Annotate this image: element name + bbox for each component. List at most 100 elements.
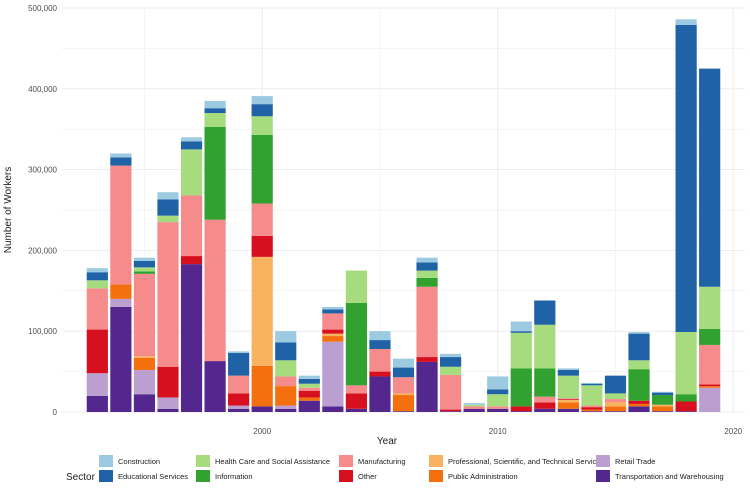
bar-segment: [487, 408, 509, 412]
y-tick-label: 300,000: [28, 166, 57, 175]
y-tick-label: 100,000: [28, 327, 57, 336]
bar-segment: [275, 331, 297, 343]
bar-segment: [416, 270, 438, 278]
bar-segment: [581, 405, 603, 408]
bar-segment: [298, 383, 320, 388]
bar-segment: [392, 411, 415, 412]
bar-segment: [180, 256, 203, 265]
bar-segment: [440, 366, 462, 375]
bar-segment: [133, 369, 156, 395]
bar-segment: [557, 398, 579, 400]
bar-segment: [275, 376, 297, 387]
bar-segment: [228, 393, 250, 406]
bar-segment: [534, 396, 556, 403]
bar-segment: [675, 332, 697, 395]
bar-segment: [228, 408, 250, 412]
legend-swatch: [99, 470, 113, 482]
bar-segment: [463, 403, 485, 405]
bar-segment: [369, 371, 391, 377]
bar-segment: [345, 302, 367, 386]
bar-segment: [322, 309, 344, 314]
legend-label: Public Administration: [448, 472, 518, 481]
bar-segment: [86, 272, 108, 281]
bar-segment: [133, 267, 156, 272]
bar-segment: [345, 270, 367, 303]
bar-segment: [675, 401, 697, 412]
bar-segment: [392, 393, 415, 396]
bar-segment: [157, 397, 179, 409]
bar-segment: [604, 375, 627, 394]
bar-segment: [651, 406, 674, 412]
bar-segment: [204, 100, 226, 109]
x-tick-label: 2010: [489, 427, 507, 436]
bar-segment: [322, 336, 344, 342]
bar-segment: [157, 366, 179, 398]
legend-label: Health Care and Social Assistance: [215, 457, 330, 466]
bar-segment: [557, 402, 579, 409]
bar-segment: [133, 356, 156, 358]
y-tick-label: 0: [53, 408, 58, 417]
bar-segment: [133, 394, 156, 412]
bar-segment: [534, 324, 556, 369]
bar-segment: [604, 402, 627, 407]
bar-segment: [604, 393, 627, 400]
legend: Sector Construction Educational Services H…: [66, 455, 724, 483]
legend-swatch: [596, 470, 610, 482]
bar-segment: [180, 137, 203, 142]
bar-segment: [133, 260, 156, 268]
bar-segment: [251, 116, 273, 135]
bar-segment: [251, 406, 273, 412]
bar-segment: [298, 397, 320, 401]
bar-segment: [534, 300, 556, 325]
bar-segment: [440, 357, 462, 367]
bar-segment: [534, 402, 556, 409]
bar-segment: [86, 280, 108, 289]
bar-segment: [110, 284, 132, 299]
bar-segment: [275, 408, 297, 412]
legend-swatch: [196, 455, 210, 467]
bar-segment: [675, 24, 697, 333]
bar-segment: [440, 409, 462, 412]
bar-segment: [628, 403, 650, 407]
legend-label: Construction: [118, 457, 160, 466]
bar-segment: [86, 329, 108, 374]
x-tick-label: 2000: [253, 427, 271, 436]
bar-segment: [204, 126, 226, 220]
bar-segment: [510, 411, 532, 412]
y-tick-label: 200,000: [28, 246, 57, 255]
bar-segment: [604, 411, 627, 412]
bar-segment: [369, 376, 391, 412]
bar-segment: [133, 357, 156, 370]
legend-label: Information: [215, 472, 253, 481]
y-axis-title: Number of Workers: [3, 167, 14, 254]
bar-segment: [699, 387, 721, 412]
bar-segment: [157, 408, 179, 412]
bar-segment: [157, 215, 179, 223]
bar-segment: [369, 331, 391, 341]
bar-segment: [675, 394, 697, 402]
bar-segment: [628, 406, 650, 412]
bar-segment: [251, 256, 273, 366]
bar-segment: [487, 394, 509, 407]
bar-segment: [298, 375, 320, 379]
bar-segment: [416, 262, 438, 271]
bar-segment: [204, 108, 226, 114]
bar-segment: [392, 395, 415, 412]
bar-segment: [416, 257, 438, 263]
bar-segment: [204, 113, 226, 127]
bar-segment: [110, 153, 132, 158]
bar-segment: [628, 369, 650, 401]
legend-swatch: [596, 455, 610, 467]
bar-segment: [322, 306, 344, 310]
bar-segment: [369, 340, 391, 349]
bar-segment: [463, 408, 485, 412]
bar-segment: [204, 219, 226, 362]
y-tick-label: 400,000: [28, 85, 57, 94]
bar-segment: [369, 348, 391, 372]
bar-segment: [322, 333, 344, 337]
bar-segment: [581, 385, 603, 406]
bar-segment: [86, 373, 108, 396]
x-axis-title: Year: [377, 436, 398, 447]
bar-segment: [322, 329, 344, 334]
